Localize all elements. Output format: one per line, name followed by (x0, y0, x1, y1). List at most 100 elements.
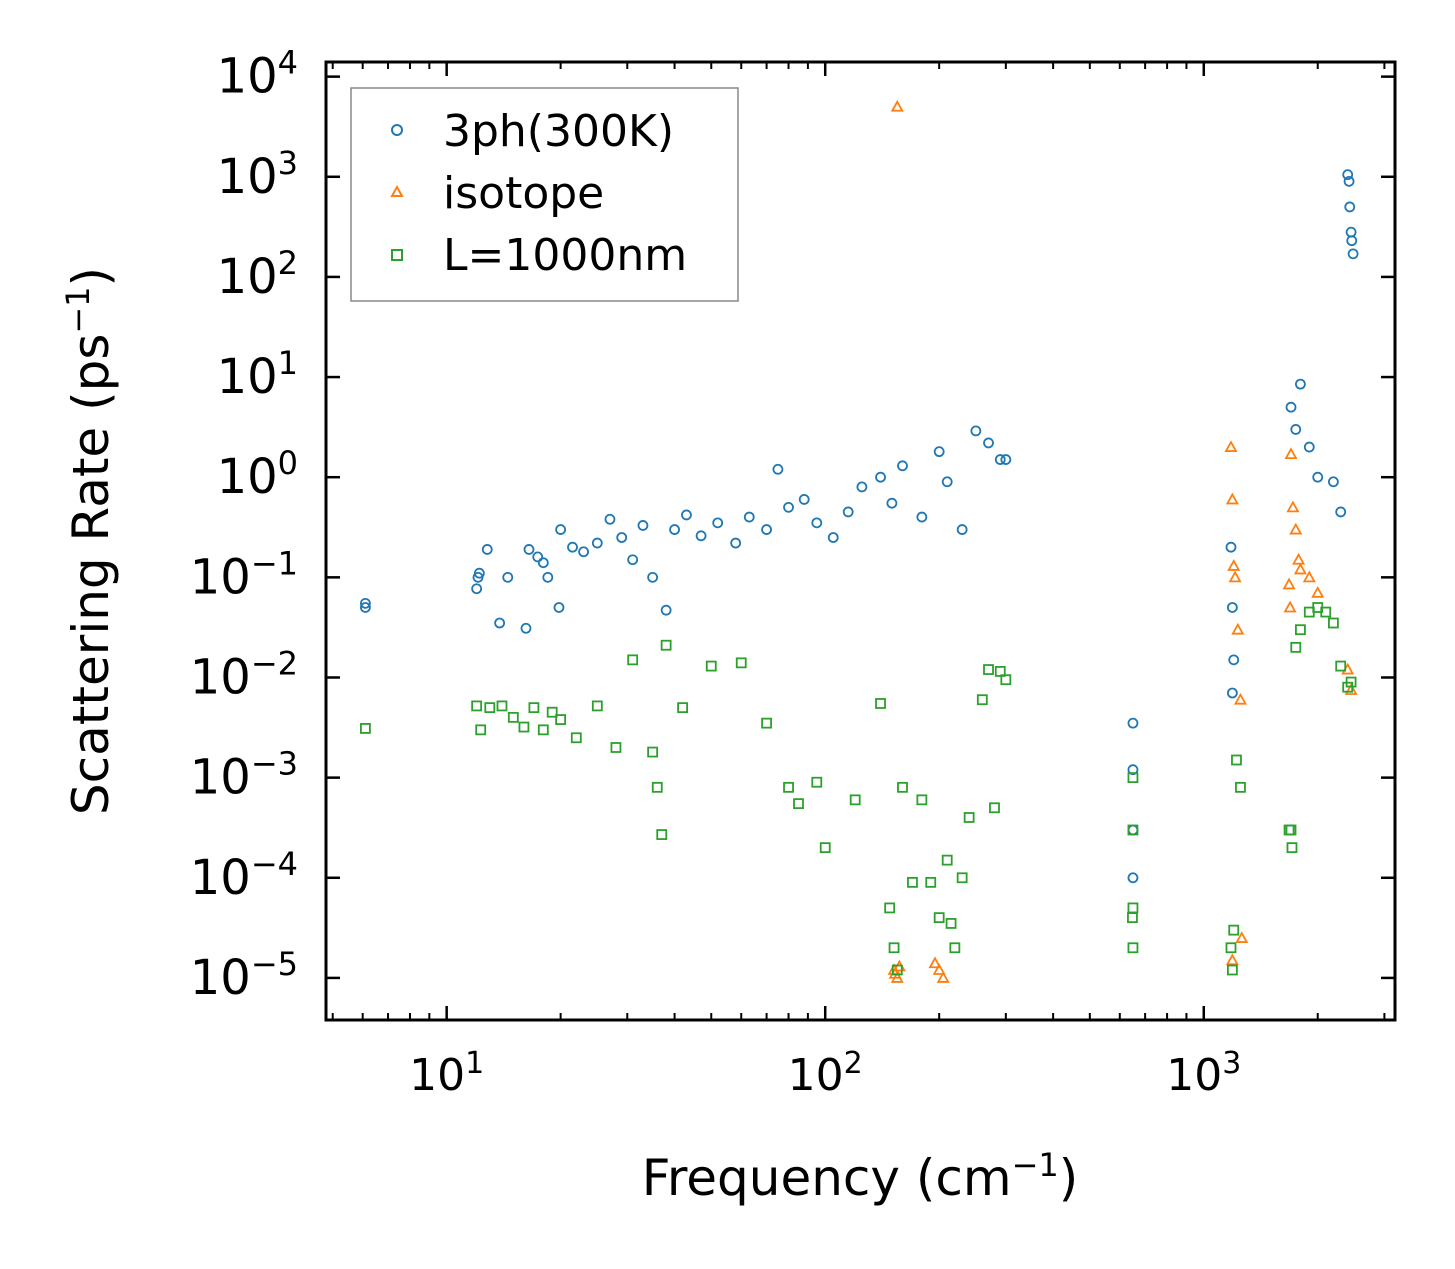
data-point (1312, 471, 1324, 483)
y-tick-label-base: 10 (217, 449, 278, 505)
data-point (681, 509, 692, 521)
y-axis-label-superscript: −1 (59, 286, 97, 333)
x-tick-label-base: 10 (788, 1050, 844, 1101)
data-point (360, 597, 371, 609)
data-points (360, 99, 1359, 983)
y-tick-label-exponent: 0 (278, 444, 298, 482)
series-l-1000nm (360, 602, 1357, 976)
data-point (1292, 552, 1306, 565)
data-point (1286, 842, 1298, 854)
y-tick-label-base: 10 (217, 249, 278, 305)
data-point (705, 660, 717, 672)
tick-labels: 101 102 10310−510−410−310−210−110010110210… (190, 44, 1242, 1101)
data-point (916, 794, 928, 806)
data-point (1346, 235, 1358, 247)
data-point (1225, 942, 1237, 954)
data-point (1344, 201, 1356, 213)
data-point (555, 714, 567, 725)
y-tick-label-base: 10 (190, 549, 251, 605)
data-point (1289, 522, 1303, 535)
legend-label-l1000nm: L=1000nm (443, 230, 687, 281)
data-point (637, 520, 649, 531)
y-tick-label-exponent: −3 (251, 745, 298, 783)
y-tick-label: 100 (217, 444, 298, 505)
y-tick-label-exponent: 3 (278, 144, 298, 182)
data-point (481, 544, 493, 555)
data-point (983, 437, 994, 449)
data-point (591, 537, 603, 549)
data-point (730, 537, 742, 549)
data-point (518, 721, 530, 733)
data-point (1231, 622, 1245, 635)
data-point (1226, 687, 1238, 699)
data-point (976, 694, 988, 706)
data-point (875, 698, 886, 709)
data-point (933, 912, 945, 924)
data-point (891, 964, 903, 976)
data-point (1127, 824, 1139, 836)
x-tick-label: 101 (409, 1046, 484, 1102)
data-point (1335, 660, 1347, 672)
x-tick-label-exponent: 1 (465, 1046, 484, 1081)
data-point (1344, 683, 1358, 695)
data-point (772, 463, 784, 475)
data-point (793, 798, 804, 810)
y-tick-label-exponent: 2 (278, 244, 298, 282)
data-point (669, 524, 680, 535)
data-point (647, 571, 659, 583)
data-point (1127, 772, 1139, 784)
data-point (1235, 931, 1249, 943)
data-point (890, 971, 904, 983)
data-point (827, 532, 839, 543)
data-point (520, 622, 532, 634)
data-point (886, 497, 898, 509)
data-point (537, 724, 549, 736)
data-point (528, 702, 540, 714)
data-point (897, 460, 908, 472)
data-point (1327, 476, 1339, 488)
data-point (1347, 248, 1359, 260)
data-point (537, 557, 549, 569)
y-tick-label-base: 10 (217, 49, 278, 105)
data-point (1286, 500, 1300, 513)
data-point (651, 781, 663, 793)
y-tick-label-base: 10 (190, 750, 251, 806)
data-point (842, 506, 854, 518)
y-tick-label: 102 (217, 244, 298, 305)
x-axis-label: Frequency (cm−1) (642, 1146, 1079, 1207)
data-point (875, 471, 886, 483)
data-point (360, 602, 371, 613)
legend-frame (350, 87, 739, 302)
data-point (956, 872, 968, 884)
data-point (496, 700, 508, 712)
data-point (1335, 506, 1347, 518)
data-point (604, 513, 616, 525)
data-point (856, 481, 868, 493)
data-point (502, 571, 514, 583)
y-tick-label: 10−1 (190, 544, 298, 605)
data-point (925, 876, 937, 888)
data-point (945, 918, 957, 929)
x-tick-label-base: 10 (1166, 1050, 1222, 1101)
data-point (949, 942, 961, 954)
data-point (553, 602, 565, 613)
data-point (660, 639, 672, 651)
y-tick-label: 10−5 (190, 945, 298, 1006)
data-point (1290, 641, 1302, 653)
x-tick-label-exponent: 2 (844, 1046, 863, 1081)
data-point (761, 717, 772, 729)
data-point (1228, 570, 1242, 583)
data-point (1327, 617, 1339, 629)
data-point (695, 530, 707, 542)
data-point (983, 664, 994, 675)
legend: 3ph(300K) isotope L=1000nm (350, 87, 739, 302)
data-point (849, 794, 861, 806)
data-point (884, 902, 896, 914)
y-tick-label-exponent: −1 (251, 544, 298, 582)
data-point (1224, 440, 1238, 452)
data-point (1127, 912, 1138, 924)
data-point (1127, 942, 1139, 954)
data-point (1343, 175, 1355, 187)
data-point (555, 524, 567, 535)
